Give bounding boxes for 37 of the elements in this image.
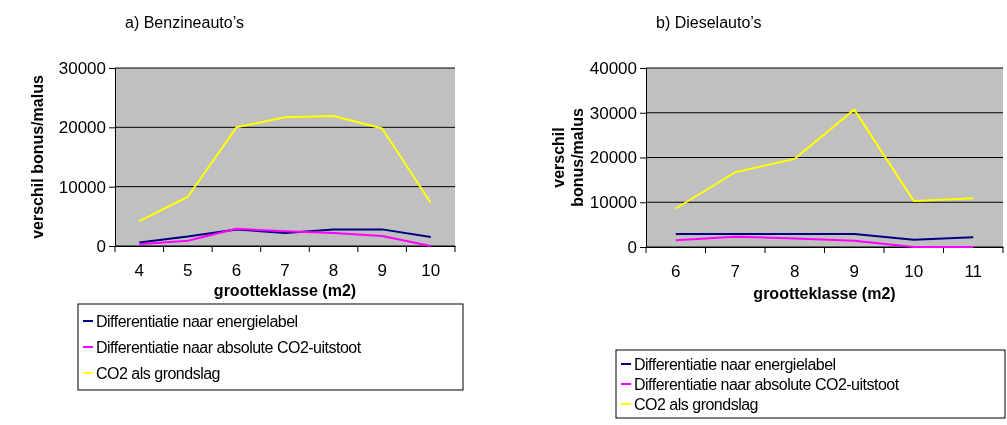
y-tick-label: 10000 [58, 177, 106, 197]
x-tick-label: 8 [790, 262, 800, 282]
legend-label: Differentiatie naar energielabel [96, 312, 298, 330]
y-tick-label: 30000 [589, 103, 637, 123]
legend-label: Differentiatie naar energielabel [634, 355, 836, 373]
y-tick-label: 0 [627, 237, 637, 257]
x-tick-label: 7 [730, 262, 740, 282]
x-tick-label: 6 [671, 262, 681, 282]
x-tick-label: 11 [964, 262, 983, 282]
y-tick-label: 40000 [589, 58, 637, 78]
y-tick-label: 20000 [589, 148, 637, 168]
line-series [138, 115, 432, 223]
x-tick-label: 9 [849, 262, 859, 282]
legend-label: Differentiatie naar absolute CO2-uitstoot [634, 375, 900, 393]
x-tick-label: 4 [134, 261, 145, 281]
x-tick-label: 10 [904, 262, 924, 282]
y-axis-title: verschil bonus/malus [29, 75, 46, 239]
y-tick-label: 10000 [589, 193, 637, 213]
chart-title: a) Benzineauto’s [125, 14, 244, 31]
x-axis-title: grootteklasse (m2) [213, 282, 357, 299]
x-tick-label: 7 [280, 261, 290, 281]
legend-label: Differentiatie naar absolute CO2-uitstoot [96, 338, 362, 356]
y-tick-label: 20000 [58, 118, 106, 138]
legend-label: CO2 als grondslag [634, 395, 759, 413]
y-axis-title: verschil bonus/malus [550, 108, 586, 207]
chart-title: b) Dieselauto’s [656, 14, 762, 31]
x-axis-title: grootteklasse (m2) [753, 285, 896, 302]
x-tick-label: 6 [231, 261, 242, 281]
x-tick-label: 10 [421, 261, 441, 281]
y-tick-label: 0 [96, 236, 106, 256]
legend-label: CO2 als grondslag [96, 364, 221, 382]
line-series [674, 108, 975, 210]
x-tick-label: 5 [183, 261, 193, 281]
y-tick-label: 30000 [58, 58, 106, 78]
x-tick-label: 8 [328, 261, 339, 281]
line-series [674, 235, 975, 248]
x-tick-label: 9 [377, 261, 387, 281]
